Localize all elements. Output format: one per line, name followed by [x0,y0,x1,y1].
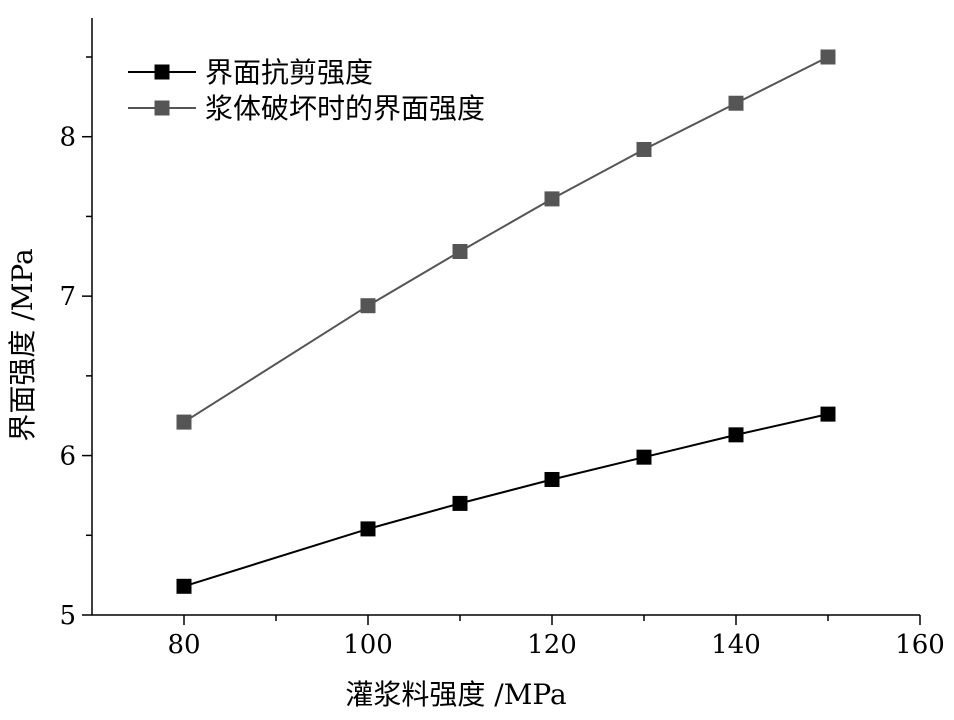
series-1-point [636,449,652,465]
y-tick-label: 5 [59,601,76,631]
legend-item-1: 界面抗剪强度 [128,56,373,89]
y-tick-label: 7 [59,282,76,312]
y-tick-label: 6 [59,442,76,472]
series-2-point [360,298,376,314]
x-tick-label: 120 [527,630,577,660]
series-2-point [820,49,836,65]
y-axis-title: 界面强度 /MPa [6,248,39,441]
legend-label: 浆体破坏时的界面强度 [205,92,485,125]
x-tick-label: 160 [895,630,945,660]
axis-ticks: 80 100 120 140 160 5 6 7 8 [59,56,945,660]
series-1 [176,406,836,594]
series-2-point [728,95,744,111]
series-2-point [544,191,560,207]
series-1-point [452,495,468,511]
series-2 [176,49,836,430]
x-tick-label: 100 [343,630,393,660]
legend-label: 界面抗剪强度 [205,56,373,89]
series-2-point [176,414,192,430]
chart-axes [91,18,920,616]
series-1-point [728,427,744,443]
series-1-point [176,578,192,594]
series-layer [176,49,836,594]
legend-item-2: 浆体破坏时的界面强度 [128,92,485,125]
x-tick-label: 140 [711,630,761,660]
series-1-point [820,406,836,422]
series-1-point [360,521,376,537]
x-axis-title: 灌浆料强度 /MPa [345,678,566,711]
y-tick-label: 8 [59,123,76,153]
series-2-point [452,244,468,260]
series-2-point [636,141,652,157]
series-1-point [544,471,560,487]
x-tick-label: 80 [167,630,200,660]
legend-marker [154,100,170,116]
legend-marker [154,64,170,80]
